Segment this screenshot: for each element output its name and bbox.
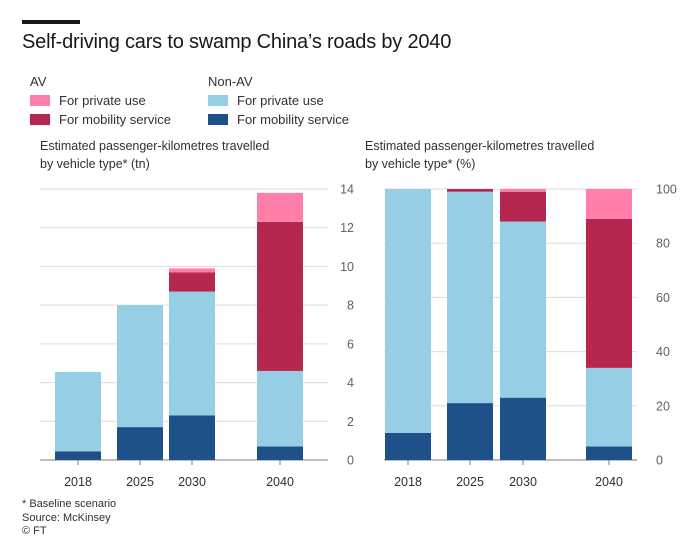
right-chart-subtitle: Estimated passenger-kilometres travelled… [365,139,595,171]
left-bar-2030-av-for-private-use [169,268,215,273]
left-bar-2030-non-av-for-mobility-service [169,415,215,460]
legend-group-nonav: Non-AV For private use For mobility serv… [208,73,349,129]
right-bar-2040-non-av-for-mobility-service [586,446,632,460]
left-ytick-label: 10 [340,260,354,274]
legend-label-av-mobility: For mobility service [59,112,171,127]
left-bar-group-2018 [55,371,101,460]
right-xtick-label: 2030 [509,475,537,489]
right-xtick-label: 2025 [456,475,484,489]
right-ytick-label: 0 [656,454,663,468]
footnote: * Baseline scenario [22,498,117,510]
left-bar-2030-av-for-mobility-service [169,272,215,292]
right-bar-2018-non-av-for-private-use [385,189,431,433]
legend-heading-av: AV [30,74,47,89]
right-bar-2030-av-for-mobility-service [500,191,546,222]
legend-swatch-nonav-private [208,95,228,106]
legend-group-av: AV For private use For mobility service [30,73,171,129]
left-ytick-label: 2 [347,415,354,429]
right-bar-2025-non-av-for-mobility-service [447,403,493,460]
ft-header-bar [22,20,80,24]
legend-item-nonav-private: For private use [208,91,349,110]
right-xtick-label: 2018 [394,475,422,489]
right-bar-2040-av-for-mobility-service [586,218,632,368]
left-bar-2040-av-for-private-use [257,192,303,222]
legend-label-av-private: For private use [59,93,146,108]
legend-swatch-av-mobility [30,114,50,125]
left-bar-2018-non-av-for-private-use [55,371,101,452]
right-bar-2025-non-av-for-private-use [447,191,493,404]
left-bar-group-2025 [117,305,163,460]
legend-item-av-mobility: For mobility service [30,110,171,129]
right-bar-2025-av-for-mobility-service [447,189,493,192]
footer: * Baseline scenario Source: McKinsey © F… [22,498,116,539]
left-bar-2040-non-av-for-mobility-service [257,446,303,460]
credit: © FT [22,525,47,537]
left-xtick-label: 2030 [178,475,206,489]
left-bar-2025-non-av-for-private-use [117,305,163,428]
left-xtick-label: 2025 [126,475,154,489]
right-ytick-label: 40 [656,345,670,359]
left-ytick-label: 6 [347,337,354,351]
right-bar-2030-non-av-for-mobility-service [500,397,546,460]
legend-heading-nonav: Non-AV [208,74,253,89]
right-ytick-label: 80 [656,237,670,251]
left-bar-2018-non-av-for-mobility-service [55,451,101,460]
chart-title: Self-driving cars to swamp China’s roads… [22,31,452,53]
left-ytick-label: 12 [340,221,354,235]
left-ytick-label: 0 [347,454,354,468]
right-bar-2040-non-av-for-private-use [586,367,632,447]
right-bar-group-2025 [447,189,493,460]
right-bar-2018-non-av-for-mobility-service [385,432,431,460]
right-bar-2040-av-for-private-use [586,189,632,219]
right-bar-group-2030 [500,189,546,460]
left-bar-group-2040 [257,192,303,460]
left-bar-2025-non-av-for-mobility-service [117,427,163,460]
legend-label-nonav-mobility: For mobility service [237,112,349,127]
legend-swatch-nonav-mobility [208,114,228,125]
right-bar-2030-av-for-private-use [500,189,546,192]
legend-swatch-av-private [30,95,50,106]
source: Source: McKinsey [22,511,111,524]
right-ytick-label: 100 [656,183,677,197]
left-bar-2040-av-for-mobility-service [257,221,303,371]
left-ytick-label: 14 [340,183,354,197]
right-bar-group-2018 [385,189,431,460]
left-bar-2040-non-av-for-private-use [257,370,303,447]
right-xtick-label: 2040 [595,475,623,489]
right-ytick-label: 60 [656,291,670,305]
left-chart-subtitle: Estimated passenger-kilometres travelled… [40,139,270,171]
legend-item-nonav-mobility: For mobility service [208,110,349,129]
left-bar-2030-non-av-for-private-use [169,291,215,416]
left-ytick-label: 4 [347,376,354,390]
left-bar-group-2030 [169,268,215,460]
right-bar-2030-non-av-for-private-use [500,221,546,398]
left-xtick-label: 2018 [64,475,92,489]
legend-label-nonav-private: For private use [237,93,324,108]
right-ytick-label: 20 [656,399,670,413]
right-bar-group-2040 [586,189,632,460]
left-ytick-label: 8 [347,299,354,313]
legend-item-av-private: For private use [30,91,171,110]
left-xtick-label: 2040 [266,475,294,489]
